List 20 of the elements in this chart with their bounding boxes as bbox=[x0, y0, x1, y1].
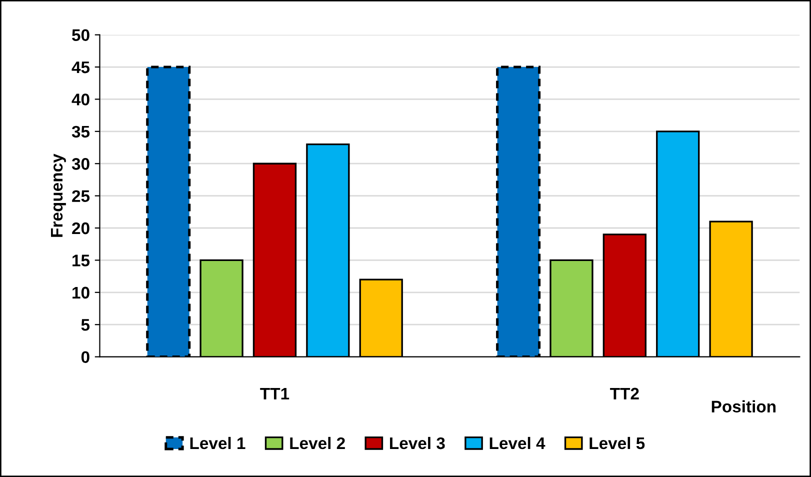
legend-label: Level 5 bbox=[590, 436, 645, 450]
y-tick-label: 0 bbox=[81, 351, 90, 363]
legend-label: Level 2 bbox=[290, 436, 345, 450]
x-axis-title: Position bbox=[712, 400, 776, 413]
y-tick-label: 25 bbox=[72, 190, 90, 202]
y-tick-label: 5 bbox=[81, 319, 90, 331]
x-tick-label: TT1 bbox=[260, 388, 290, 400]
legend-label: Level 1 bbox=[190, 436, 246, 450]
y-tick-label: 50 bbox=[72, 29, 90, 42]
y-tick-label: 30 bbox=[72, 158, 90, 170]
legend-label: Level 4 bbox=[490, 436, 546, 450]
y-axis-title: Frequency bbox=[51, 154, 66, 237]
y-tick-label: 45 bbox=[72, 62, 90, 74]
x-tick-label: TT2 bbox=[610, 388, 639, 400]
legend-label: Level 3 bbox=[390, 436, 445, 450]
y-tick-label: 20 bbox=[72, 222, 90, 234]
y-tick-label: 10 bbox=[72, 286, 90, 299]
y-tick-label: 15 bbox=[72, 254, 90, 266]
y-tick-label: 35 bbox=[72, 126, 90, 138]
y-tick-label: 40 bbox=[72, 94, 90, 106]
